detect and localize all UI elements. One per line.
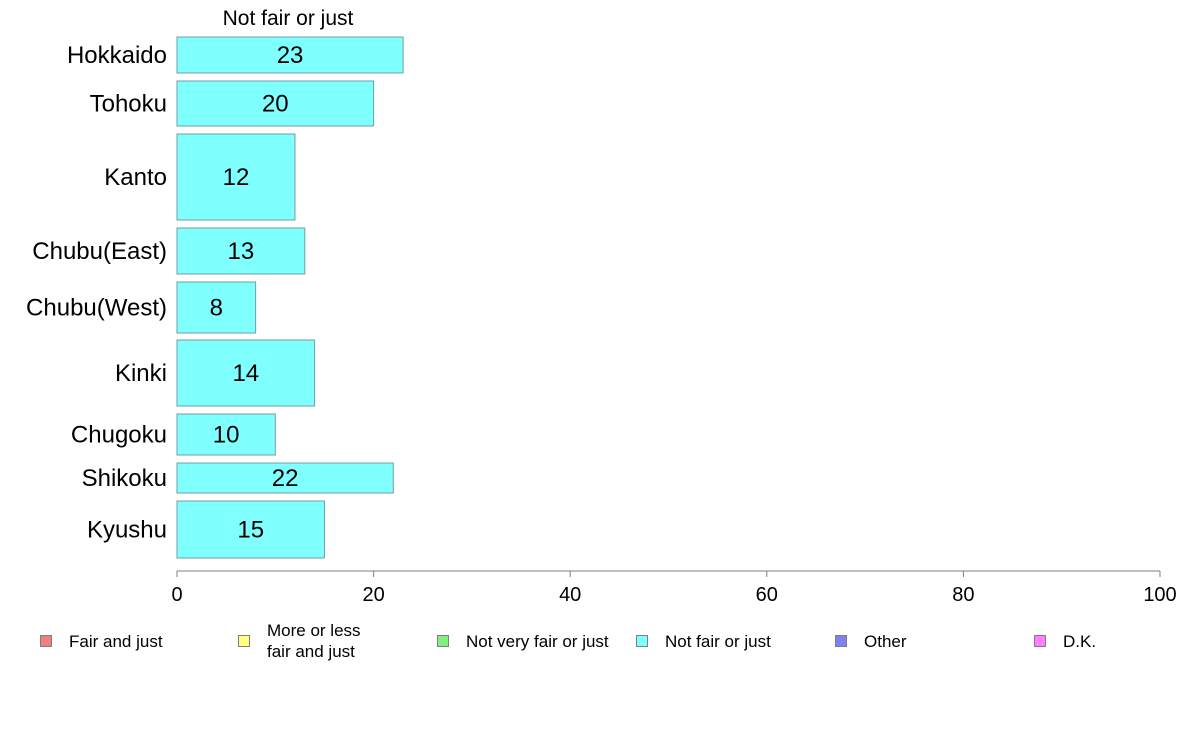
legend-swatch [238, 635, 250, 647]
legend-swatch [1034, 635, 1046, 647]
legend-swatch [636, 635, 648, 647]
bar-kyushu [176, 500, 325, 559]
legend-item: Not very fair or just [437, 620, 609, 662]
bar-value-label: 22 [272, 465, 299, 492]
legend-item: Other [835, 620, 907, 662]
category-label: Tohoku [90, 91, 167, 118]
legend-swatch [835, 635, 847, 647]
category-label: Chubu(East) [32, 238, 167, 265]
bar-value-label: 8 [210, 295, 223, 322]
bar-shikoku [176, 462, 394, 494]
bar-value-label: 10 [213, 422, 240, 449]
category-label: Kyushu [87, 517, 167, 544]
legend-label: More or less fair and just [267, 621, 361, 661]
legend-swatch [40, 635, 52, 647]
bar-kanto [176, 133, 296, 221]
legend-label: D.K. [1063, 631, 1097, 651]
category-label: Shikoku [82, 465, 167, 492]
chart-title: Not fair or just [223, 7, 354, 30]
bar-value-label: 14 [232, 360, 259, 387]
bar-tohoku [176, 80, 375, 127]
bar-value-label: 13 [228, 238, 255, 265]
legend-item: More or less fair and just [238, 620, 361, 662]
category-label: Kanto [104, 164, 167, 191]
category-label: Chugoku [71, 422, 167, 449]
legend-label: Not fair or just [665, 631, 771, 651]
bar-chubu-west [176, 281, 257, 334]
legend-item: D.K. [1034, 620, 1096, 662]
legend-swatch [437, 635, 449, 647]
bar-value-label: 20 [262, 91, 289, 118]
category-label: Kinki [115, 360, 167, 387]
category-label: Hokkaido [67, 42, 167, 69]
x-tick-label: 80 [952, 584, 974, 606]
bar-kinki [176, 339, 316, 407]
bar-hokkaido [176, 36, 404, 74]
legend-item: Fair and just [40, 620, 163, 662]
x-tick-label: 0 [171, 584, 182, 606]
x-axis: 0 20 40 60 80 100 [171, 570, 1177, 606]
x-tick-label: 100 [1143, 584, 1176, 606]
bar-chubu-east [176, 227, 306, 275]
bar-value-label: 15 [237, 517, 264, 544]
bar-value-label: 23 [277, 42, 304, 69]
x-tick-label: 20 [362, 584, 384, 606]
bar-chugoku [176, 413, 276, 456]
legend: Fair and just More or less fair and just N… [0, 620, 1188, 670]
legend-label: Other [864, 631, 907, 651]
legend-label: Not very fair or just [466, 631, 609, 651]
bar-value-label: 12 [223, 164, 250, 191]
x-tick-label: 60 [756, 584, 778, 606]
legend-item: Not fair or just [636, 620, 771, 662]
legend-label: Fair and just [69, 631, 163, 651]
x-tick-label: 40 [559, 584, 581, 606]
category-label: Chubu(West) [26, 295, 167, 322]
bars-layer: Hokkaido 23 Tohoku 20 Kanto 12 Chubu(East) 13 Ch… [26, 36, 404, 559]
